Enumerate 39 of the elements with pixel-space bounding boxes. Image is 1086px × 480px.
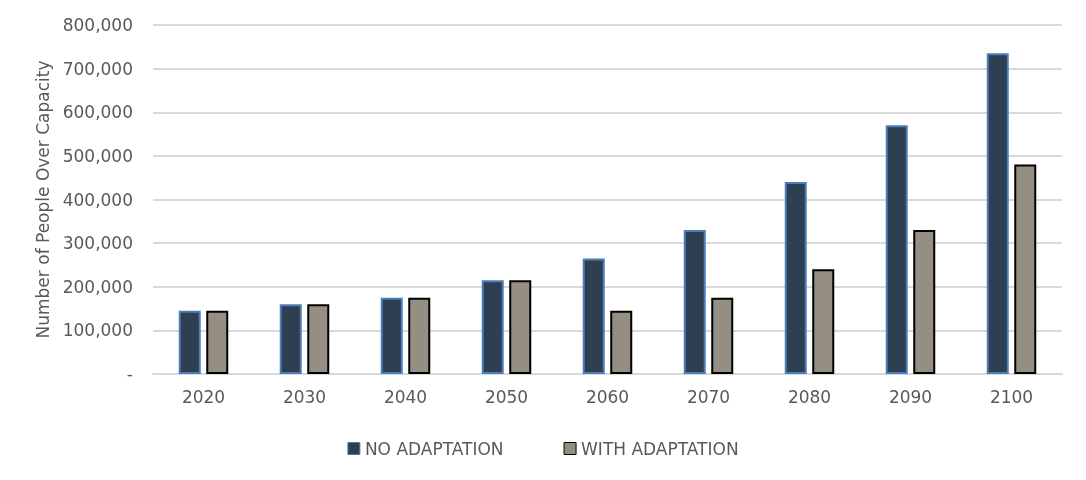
x-tick-label: 2060 (585, 386, 630, 407)
bar (683, 230, 706, 374)
bar (408, 297, 431, 374)
x-tick-label: 2070 (686, 386, 731, 407)
bar (986, 53, 1009, 374)
y-tick-label: 200,000 (62, 276, 133, 297)
x-tick-label: 2080 (787, 386, 832, 407)
bar (885, 125, 908, 374)
x-tick-label: 2030 (282, 386, 327, 407)
x-tick-label: 2040 (383, 386, 428, 407)
x-tick-label: 2050 (484, 386, 529, 407)
y-tick-label: - (126, 364, 133, 384)
y-axis-title: Number of People Over Capacity (32, 60, 53, 339)
bar (582, 258, 605, 374)
y-tick-label: 100,000 (62, 320, 133, 341)
y-tick-label: 800,000 (62, 15, 133, 35)
bar (711, 297, 734, 374)
bar (307, 304, 330, 374)
bar (481, 280, 504, 374)
y-tick-label: 700,000 (62, 58, 133, 79)
legend-label: WITH ADAPTATION (581, 438, 739, 459)
bar (178, 310, 201, 374)
y-tick-label: 600,000 (62, 102, 133, 123)
bar (380, 297, 403, 374)
y-tick-label: 400,000 (62, 189, 133, 210)
bar (610, 310, 633, 374)
x-tick-label: 2090 (888, 386, 933, 407)
bar (509, 280, 532, 374)
bar (1014, 164, 1037, 374)
bar (812, 269, 835, 374)
y-tick-label: 500,000 (62, 145, 133, 166)
legend-label: NO ADAPTATION (364, 438, 504, 459)
bar (279, 304, 302, 374)
x-tick-label: 2020 (181, 386, 226, 407)
y-tick-label: 300,000 (62, 233, 133, 254)
bar (206, 310, 229, 374)
x-tick-label: 2100 (989, 386, 1034, 407)
bar (784, 182, 807, 374)
bar (913, 230, 936, 374)
